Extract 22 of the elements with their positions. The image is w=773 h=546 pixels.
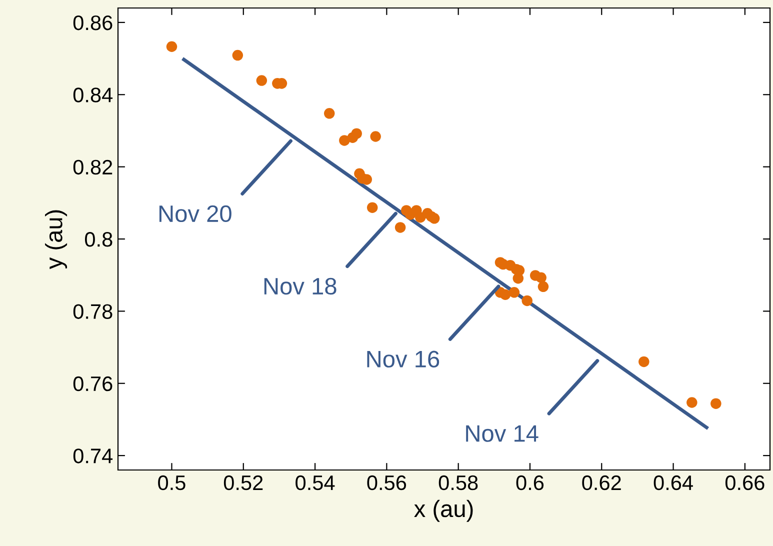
x-tick-label: 0.66 bbox=[725, 475, 764, 490]
y-tick-label: 0.76 bbox=[73, 376, 112, 392]
annotation: Nov 20 bbox=[159, 205, 232, 222]
y-tick-label: 0.84 bbox=[73, 88, 113, 102]
x-tick-label: 0.52 bbox=[224, 475, 263, 490]
y-axis-title: y (au) bbox=[45, 210, 68, 270]
y-tick-label: 0.82 bbox=[73, 160, 112, 175]
x-tick-label: 0.58 bbox=[438, 475, 478, 490]
y-tick-label: 0.86 bbox=[73, 15, 112, 30]
x-tick-label: 0.6 bbox=[516, 475, 544, 490]
x-tick-label: 0.56 bbox=[367, 475, 406, 490]
y-tick-label: 0.74 bbox=[73, 448, 113, 464]
x-tick-label: 0.64 bbox=[654, 475, 693, 490]
y-tick-label: 0.78 bbox=[73, 304, 112, 319]
annotation: Nov 14 bbox=[466, 425, 538, 442]
x-tick-label: 0.54 bbox=[296, 475, 335, 490]
x-axis-title: x (au) bbox=[414, 500, 473, 522]
x-tick-label: 0.5 bbox=[158, 475, 186, 490]
annotation: Nov 16 bbox=[367, 350, 440, 368]
x-tick-label: 0.62 bbox=[582, 475, 621, 490]
annotation: Nov 18 bbox=[264, 278, 336, 295]
y-tick-label: 0.8 bbox=[84, 232, 112, 247]
